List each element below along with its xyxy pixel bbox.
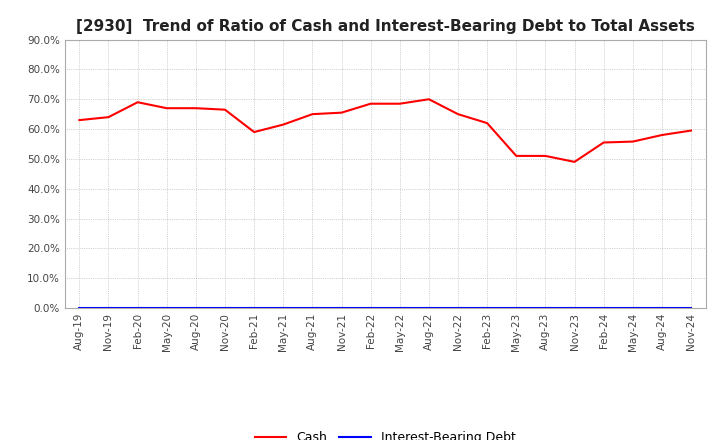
Interest-Bearing Debt bbox=[629, 305, 637, 311]
Cash bbox=[512, 153, 521, 158]
Cash bbox=[629, 139, 637, 144]
Interest-Bearing Debt bbox=[337, 305, 346, 311]
Title: [2930]  Trend of Ratio of Cash and Interest-Bearing Debt to Total Assets: [2930] Trend of Ratio of Cash and Intere… bbox=[76, 19, 695, 34]
Cash bbox=[250, 129, 258, 135]
Cash bbox=[366, 101, 375, 106]
Interest-Bearing Debt bbox=[308, 305, 317, 311]
Cash bbox=[541, 153, 550, 158]
Interest-Bearing Debt bbox=[657, 305, 666, 311]
Cash bbox=[337, 110, 346, 115]
Interest-Bearing Debt bbox=[687, 305, 696, 311]
Interest-Bearing Debt bbox=[395, 305, 404, 311]
Interest-Bearing Debt bbox=[425, 305, 433, 311]
Interest-Bearing Debt bbox=[104, 305, 113, 311]
Interest-Bearing Debt bbox=[163, 305, 171, 311]
Interest-Bearing Debt bbox=[512, 305, 521, 311]
Interest-Bearing Debt bbox=[541, 305, 550, 311]
Interest-Bearing Debt bbox=[192, 305, 200, 311]
Cash bbox=[395, 101, 404, 106]
Cash bbox=[657, 132, 666, 138]
Cash bbox=[425, 97, 433, 102]
Interest-Bearing Debt bbox=[599, 305, 608, 311]
Legend: Cash, Interest-Bearing Debt: Cash, Interest-Bearing Debt bbox=[250, 426, 521, 440]
Interest-Bearing Debt bbox=[366, 305, 375, 311]
Cash bbox=[133, 99, 142, 105]
Interest-Bearing Debt bbox=[220, 305, 229, 311]
Cash bbox=[599, 140, 608, 145]
Line: Cash: Cash bbox=[79, 99, 691, 162]
Cash bbox=[308, 111, 317, 117]
Interest-Bearing Debt bbox=[133, 305, 142, 311]
Cash bbox=[454, 111, 462, 117]
Cash bbox=[279, 122, 287, 127]
Cash bbox=[104, 114, 113, 120]
Cash bbox=[220, 107, 229, 112]
Interest-Bearing Debt bbox=[570, 305, 579, 311]
Cash bbox=[192, 106, 200, 111]
Cash bbox=[687, 128, 696, 133]
Cash bbox=[570, 159, 579, 165]
Cash bbox=[163, 106, 171, 111]
Interest-Bearing Debt bbox=[279, 305, 287, 311]
Interest-Bearing Debt bbox=[250, 305, 258, 311]
Cash bbox=[483, 121, 492, 126]
Cash bbox=[75, 117, 84, 123]
Interest-Bearing Debt bbox=[454, 305, 462, 311]
Interest-Bearing Debt bbox=[483, 305, 492, 311]
Interest-Bearing Debt bbox=[75, 305, 84, 311]
